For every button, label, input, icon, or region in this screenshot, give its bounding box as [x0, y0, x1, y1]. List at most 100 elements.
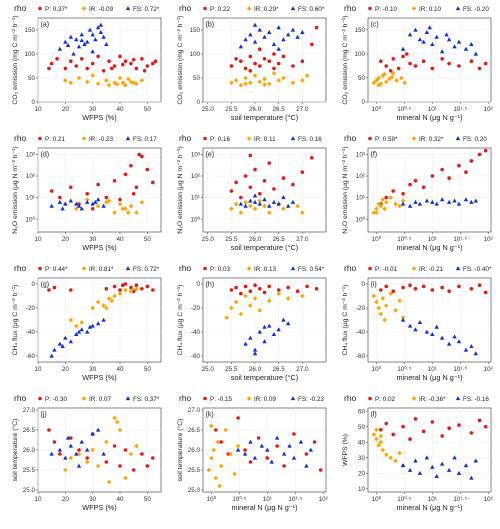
data-point-ir: [117, 427, 123, 433]
y-tick-label: 30: [358, 455, 366, 462]
data-point-ir: [84, 459, 90, 465]
x-tick-label: 40: [116, 106, 124, 113]
data-point-ir: [380, 447, 386, 453]
data-point-fs: [238, 44, 244, 49]
data-point-ir: [106, 198, 112, 204]
data-point-ir: [217, 483, 222, 489]
legend-rho-fs: FS: 0.54*: [298, 266, 325, 273]
data-point-ir: [128, 79, 134, 85]
data-point-fs: [57, 46, 63, 51]
y-tick-label: 0: [31, 99, 35, 106]
x-tick-label: 40: [116, 236, 124, 243]
data-point-fs: [74, 37, 79, 42]
data-point-p: [391, 432, 396, 437]
legend-rho-ir: IR: 0.11: [254, 136, 276, 143]
data-point-fs: [98, 30, 104, 34]
data-point-p: [391, 57, 396, 61]
data-point-fs: [271, 332, 277, 336]
y-tick-label: 10¹: [191, 195, 200, 202]
data-point-p: [483, 61, 488, 66]
data-point-ir: [104, 305, 109, 311]
data-point-fs: [52, 347, 57, 352]
data-point-fs: [101, 317, 106, 322]
data-point-p: [440, 285, 444, 290]
data-point-fs: [400, 46, 406, 51]
data-point-fs: [444, 32, 449, 37]
data-point-fs: [269, 459, 274, 464]
data-point-fs: [463, 347, 469, 352]
legend-marker-fs: [455, 136, 461, 141]
data-point-fs: [95, 25, 101, 30]
data-point-p: [396, 66, 401, 71]
data-point-p: [112, 444, 117, 448]
x-tick-label: 10⁰·⁵: [397, 366, 412, 373]
data-point-p: [413, 178, 418, 183]
data-point-ir: [376, 75, 382, 81]
data-point-fs: [308, 447, 314, 452]
data-point-p: [145, 64, 150, 68]
data-point-ir: [106, 479, 112, 485]
x-tick-label: 25.5: [225, 236, 238, 243]
data-point-p: [69, 436, 73, 440]
data-point-p: [153, 59, 158, 63]
data-point-ir: [123, 287, 128, 293]
data-point-ir: [79, 320, 85, 325]
data-point-fs: [439, 461, 445, 466]
data-point-p: [483, 424, 488, 429]
rho-label: rho: [344, 263, 357, 273]
data-point-fs: [235, 447, 241, 452]
data-point-p: [214, 428, 218, 432]
data-point-p: [49, 189, 54, 193]
data-point-p: [384, 195, 389, 200]
data-point-fs: [267, 203, 272, 208]
legend-rho-p: P: 0.37*: [45, 6, 68, 13]
data-point-p: [300, 59, 305, 63]
legend-marker-ir: [411, 266, 417, 271]
x-tick-label: 10: [34, 106, 42, 113]
data-point-p: [281, 176, 286, 180]
legend-rho-p: P: 0.58*: [375, 136, 398, 143]
legend-marker-p: [203, 136, 207, 141]
data-point-p: [248, 69, 253, 73]
data-point-ir: [128, 203, 134, 209]
data-point-fs: [252, 22, 258, 27]
x-tick-label: 10⁰·⁵: [397, 496, 412, 503]
data-point-fs: [93, 37, 98, 42]
data-point-p: [401, 285, 405, 290]
data-point-p: [243, 66, 248, 71]
data-point-p: [234, 285, 238, 290]
panel-j: rho P: -0.30 IR: 0.07 FS: 0.37* 10 20 30 40 50 25…: [11, 393, 162, 512]
data-point-fs: [74, 201, 79, 206]
data-point-ir: [248, 80, 253, 86]
legend-marker-fs: [290, 136, 296, 141]
legend-rho-ir: IR: 0.32*: [419, 136, 444, 143]
data-point-p: [248, 460, 253, 464]
data-point-ir: [378, 203, 384, 209]
legend-rho-ir: IR: 0.13: [254, 266, 277, 273]
data-point-p: [219, 440, 224, 444]
data-point-fs: [434, 324, 439, 329]
data-point-fs: [469, 199, 474, 204]
y-tick-label: 40: [358, 439, 366, 446]
legend-rho-ir: IR: 0.10: [419, 6, 442, 13]
x-axis-label: WFPS (%): [82, 113, 116, 122]
x-axis-label: WFPS (%): [82, 373, 116, 382]
data-point-p: [281, 54, 286, 59]
data-point-fs: [57, 447, 63, 452]
data-point-ir: [223, 427, 228, 433]
data-point-p: [118, 197, 122, 202]
data-point-fs: [281, 37, 286, 42]
data-point-ir: [235, 443, 241, 449]
data-point-fs: [85, 447, 90, 452]
data-point-p: [421, 59, 426, 63]
panel-l: rho P: 0.02 IR: -0.36* FS: -0.16 10⁰ 10⁰·⁵ 10¹…: [342, 393, 493, 512]
data-point-fs: [285, 321, 291, 326]
data-point-p: [96, 54, 100, 59]
data-point-p: [248, 289, 253, 294]
x-tick-label: 26.5: [273, 106, 286, 113]
legend-rho-ir: IR: -0.21: [419, 266, 444, 273]
data-point-ir: [114, 81, 120, 87]
x-tick-label: 10⁰·⁵: [232, 496, 247, 503]
data-point-ir: [139, 200, 145, 205]
data-point-fs: [85, 329, 90, 334]
